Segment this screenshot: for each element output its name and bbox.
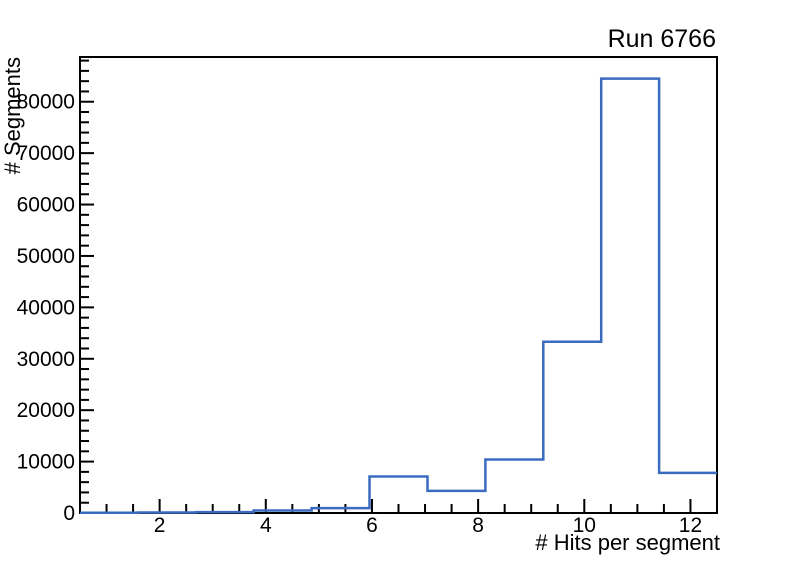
y-tick-label: 70000 — [17, 142, 75, 165]
chart-title: Run 6766 — [608, 25, 716, 53]
plot-frame — [79, 56, 718, 514]
x-tick-label: 2 — [154, 514, 166, 537]
y-tick-label: 40000 — [17, 296, 75, 319]
y-tick-label: 30000 — [17, 348, 75, 371]
y-tick-label: 60000 — [17, 194, 75, 217]
histogram-line — [80, 77, 717, 515]
y-axis-title: # Segments — [0, 57, 25, 174]
y-tick-label: 50000 — [17, 245, 75, 268]
y-tick-label: 0 — [63, 502, 75, 525]
y-tick-label: 80000 — [17, 91, 75, 114]
x-tick-label: 4 — [260, 514, 272, 537]
x-axis-title: # Hits per segment — [535, 530, 720, 555]
y-tick-label: 10000 — [17, 451, 75, 474]
plot-area: 2 4 6 8 10 12 0 10000 20000 30000 40000 50000 60000 7… — [17, 56, 718, 537]
x-tick-label: 8 — [472, 514, 484, 537]
y-tick-label: 20000 — [17, 399, 75, 422]
x-tick-label: 10 — [573, 514, 596, 537]
x-tick-label: 6 — [366, 514, 378, 537]
x-tick-label: 12 — [679, 514, 702, 537]
